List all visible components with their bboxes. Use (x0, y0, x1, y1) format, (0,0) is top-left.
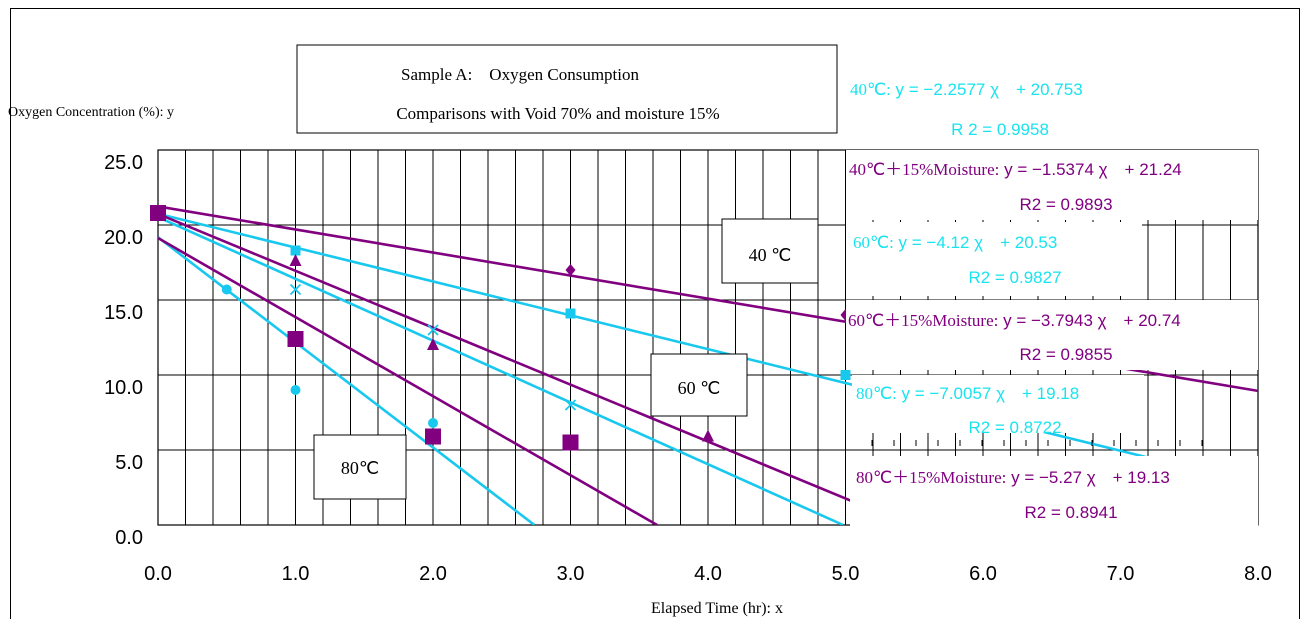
y-tick-label: 5.0 (115, 452, 143, 474)
data-point (425, 428, 441, 445)
label-box-80 (313, 434, 407, 500)
r-squared-label: R2 = 0.9827 (968, 268, 1061, 287)
x-tick-label: 6.0 (969, 563, 997, 585)
data-point (428, 418, 438, 428)
trendline (158, 236, 658, 525)
equation-background (846, 300, 1258, 370)
r-squared-label: R2 = 0.9855 (1019, 345, 1112, 364)
x-axis-label: Elapsed Time (hr): x (651, 600, 783, 617)
x-tick-label: 1.0 (282, 563, 310, 585)
data-point (565, 264, 576, 276)
data-point (427, 324, 439, 336)
r-squared-label: R2 = 0.8941 (1024, 503, 1117, 522)
chart-subtitle: Comparisons with Void 70% and moisture 1… (396, 104, 719, 123)
regression-equations: 40℃: y = −2.2577 χ + 20.753 R 2 = 0.9958 4… (846, 72, 1258, 530)
r-squared-label: R2 = 0.9893 (1019, 195, 1112, 214)
r-squared-label: R 2 = 0.9958 (951, 120, 1049, 139)
y-axis-label: Oxygen Concentration (%): y (8, 105, 174, 120)
trendline (158, 215, 844, 525)
data-point (565, 308, 576, 319)
trendline (158, 212, 1258, 486)
data-point (840, 370, 851, 380)
equation-background (850, 456, 1258, 530)
x-tick-label: 0.0 (144, 563, 172, 585)
data-point (427, 338, 439, 350)
data-point (290, 245, 301, 256)
label-60c: 60 ℃ (678, 378, 721, 398)
x-tick-label: 7.0 (1107, 563, 1135, 585)
label-box-40 (721, 218, 819, 284)
chart-title: Sample A: Oxygen Consumption (401, 65, 639, 84)
r-squared-label: R2 = 0.8722 (968, 418, 1061, 437)
data-point (221, 284, 232, 295)
data-point (290, 385, 301, 395)
equation-label: 60℃: y = −4.12 χ + 20.53 (853, 233, 1057, 252)
equation-label: 40℃: y = −2.2577 χ + 20.753 (850, 80, 1083, 99)
equation-label: 80℃＋15%Moisture: y = −5.27 χ + 19.13 (856, 468, 1170, 487)
y-tick-label: 0.0 (115, 527, 143, 549)
data-point (702, 429, 714, 442)
y-tick-label: 15.0 (104, 302, 143, 324)
equation-background (846, 150, 1258, 220)
trendline (158, 212, 911, 525)
x-tick-label: 4.0 (694, 563, 722, 585)
x-tick-label: 5.0 (832, 563, 860, 585)
equation-background (852, 375, 1144, 433)
label-box-60 (650, 353, 748, 417)
equation-label: 80℃: y = −7.0057 χ + 19.18 (856, 384, 1079, 403)
y-tick-label: 10.0 (104, 377, 143, 399)
x-tick-label: 2.0 (419, 563, 447, 585)
equation-label: 60℃＋15%Moisture: y = −3.7943 χ + 20.74 (848, 311, 1181, 330)
data-point (287, 331, 304, 347)
equation-background (846, 72, 1256, 148)
trendlines (158, 205, 1258, 525)
label-40c: 40 ℃ (749, 245, 792, 265)
data-point (564, 399, 577, 411)
chart-frame (10, 8, 1300, 619)
x-tick-label: 3.0 (557, 563, 585, 585)
data-point (289, 254, 302, 266)
data-point (289, 283, 302, 296)
y-tick-label: 25.0 (104, 152, 143, 174)
trendline (158, 236, 536, 525)
label-80c: 80℃ (341, 458, 379, 478)
y-tick-label: 20.0 (104, 227, 143, 249)
equation-label: 40℃＋15%Moisture: y = −1.5374 χ + 21.24 (849, 160, 1182, 179)
title-box (296, 44, 838, 134)
tick-labels: 0.0 1.0 2.0 3.0 4.0 5.0 6.0 7.0 8.0 0.0 5.0 10.0 15.… (104, 152, 1272, 585)
data-point (150, 205, 166, 221)
x-tick-label: 8.0 (1244, 563, 1272, 585)
data-point (562, 434, 579, 451)
data-points (150, 205, 851, 451)
equation-background (846, 222, 1142, 296)
